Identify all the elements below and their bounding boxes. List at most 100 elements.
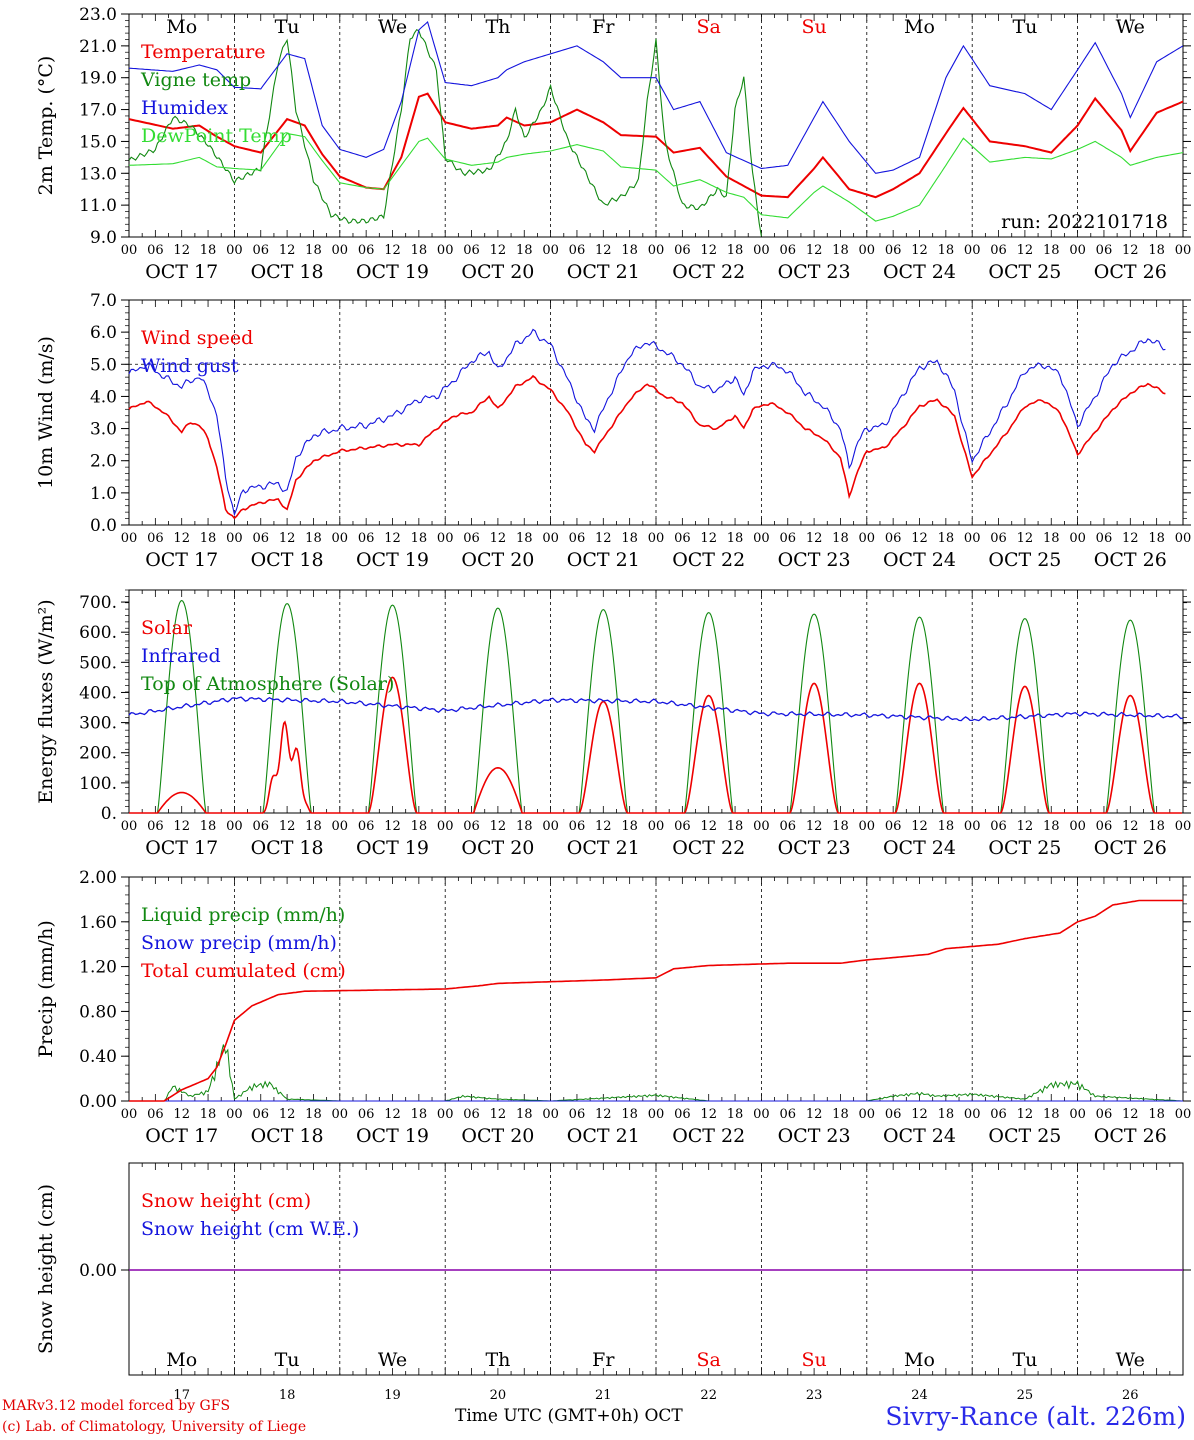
series-group	[129, 92, 1183, 199]
hour-tick-label: 18	[621, 531, 638, 546]
hour-tick-label: 18	[516, 819, 533, 834]
hour-tick-label: 12	[1017, 243, 1034, 258]
hour-tick-label: 18	[938, 531, 955, 546]
weekday-label: We	[378, 16, 407, 38]
hour-tick-label: 12	[1122, 1107, 1139, 1122]
hour-tick-label: 06	[885, 819, 902, 834]
date-label: OCT 23	[778, 837, 851, 859]
hour-tick-label: 00	[1175, 819, 1192, 834]
hour-tick-label: 06	[358, 1107, 375, 1122]
hour-tick-label: 06	[990, 1107, 1007, 1122]
hour-tick-label: 18	[832, 243, 849, 258]
hour-tick-label: 06	[1096, 819, 1113, 834]
date-label: OCT 26	[1094, 837, 1167, 859]
y-tick-label: 1.0	[90, 484, 117, 504]
date-label: OCT 19	[356, 837, 429, 859]
y-tick-label: 9.0	[90, 228, 117, 248]
hour-tick-label: 06	[674, 531, 691, 546]
hour-tick-label: 06	[885, 243, 902, 258]
y-tick-label: 0.	[101, 804, 117, 824]
hour-tick-label: 00	[542, 531, 559, 546]
hour-tick-label: 12	[384, 531, 401, 546]
y-tick-label: 100.	[79, 774, 117, 794]
hour-tick-label: 12	[384, 243, 401, 258]
legend-entry: Humidex	[141, 97, 228, 119]
series-infrared-line	[128, 696, 1184, 722]
date-label: OCT 18	[251, 261, 324, 283]
hour-tick-label: 18	[1043, 1107, 1060, 1122]
hour-tick-label: 00	[964, 243, 981, 258]
hour-tick-label: 00	[121, 1107, 138, 1122]
hour-tick-label: 18	[938, 1107, 955, 1122]
day-number-label: 26	[1122, 1388, 1139, 1403]
hour-tick-label: 06	[779, 1107, 796, 1122]
day-number-label: 18	[279, 1388, 296, 1403]
hour-tick-label: 12	[490, 243, 507, 258]
hour-tick-label: 18	[1043, 243, 1060, 258]
hour-tick-label: 06	[569, 243, 586, 258]
hour-tick-label: 12	[700, 1107, 717, 1122]
hour-tick-label: 12	[173, 819, 190, 834]
y-tick-label: 0.0	[90, 516, 117, 536]
series-wind-speed-line	[128, 374, 1166, 520]
y-tick-label: 500.	[79, 653, 117, 673]
hour-tick-label: 06	[885, 1107, 902, 1122]
hour-tick-label: 12	[384, 819, 401, 834]
weekday-label: Tu	[1012, 16, 1037, 38]
series-group	[129, 28, 762, 237]
hour-tick-label: 00	[859, 1107, 876, 1122]
hour-tick-label: 12	[1017, 531, 1034, 546]
y-tick-label: 400.	[79, 683, 117, 703]
y-tick-label: 11.0	[79, 196, 117, 216]
y-tick-label: 4.0	[90, 387, 117, 407]
hour-tick-label: 06	[147, 1107, 164, 1122]
day-number-label: 17	[173, 1388, 190, 1403]
hour-tick-label: 06	[463, 243, 480, 258]
hour-tick-label: 00	[437, 1107, 454, 1122]
weekday-label: Tu	[275, 1349, 300, 1371]
hour-tick-label: 18	[621, 1107, 638, 1122]
date-label: OCT 23	[778, 549, 851, 571]
hour-tick-label: 12	[1122, 531, 1139, 546]
hour-tick-label: 00	[437, 243, 454, 258]
hour-tick-label: 00	[226, 1107, 243, 1122]
hour-tick-label: 18	[621, 243, 638, 258]
y-tick-label: 3.0	[90, 420, 117, 440]
hour-tick-label: 12	[911, 531, 928, 546]
hour-tick-label: 18	[832, 1107, 849, 1122]
date-label: OCT 24	[883, 261, 956, 283]
hour-tick-label: 18	[305, 1107, 322, 1122]
date-label: OCT 17	[145, 1125, 218, 1147]
hour-tick-label: 12	[384, 1107, 401, 1122]
plot-frame	[128, 589, 1184, 814]
hour-tick-label: 18	[200, 243, 217, 258]
hour-tick-label: 12	[911, 243, 928, 258]
hour-tick-label: 18	[1148, 1107, 1165, 1122]
hour-tick-label: 12	[173, 1107, 190, 1122]
y-axis-title: Energy fluxes (W/m²)	[35, 599, 57, 803]
hour-tick-label: 00	[121, 819, 138, 834]
hour-tick-label: 06	[674, 819, 691, 834]
date-label: OCT 24	[883, 837, 956, 859]
y-tick-label: 23.0	[79, 5, 117, 25]
date-label: OCT 26	[1094, 1125, 1167, 1147]
hour-tick-label: 12	[279, 1107, 296, 1122]
date-label: OCT 23	[778, 261, 851, 283]
hour-tick-label: 06	[569, 819, 586, 834]
y-tick-label: 6.0	[90, 323, 117, 343]
y-tick-label: 2.00	[79, 868, 117, 888]
hour-tick-label: 18	[1148, 531, 1165, 546]
hour-tick-label: 18	[621, 819, 638, 834]
hour-tick-label: 18	[200, 531, 217, 546]
hour-tick-label: 06	[463, 819, 480, 834]
y-tick-label: 2.0	[90, 452, 117, 472]
hour-tick-label: 12	[700, 531, 717, 546]
hour-tick-label: 18	[727, 531, 744, 546]
hour-tick-label: 18	[832, 819, 849, 834]
y-axis-title: 2m Temp. (°C)	[35, 56, 57, 196]
y-tick-label: 15.0	[79, 132, 117, 152]
hour-tick-label: 00	[121, 243, 138, 258]
hour-tick-label: 06	[674, 243, 691, 258]
series-wind-gust-line	[128, 328, 1166, 517]
hour-tick-label: 12	[911, 819, 928, 834]
